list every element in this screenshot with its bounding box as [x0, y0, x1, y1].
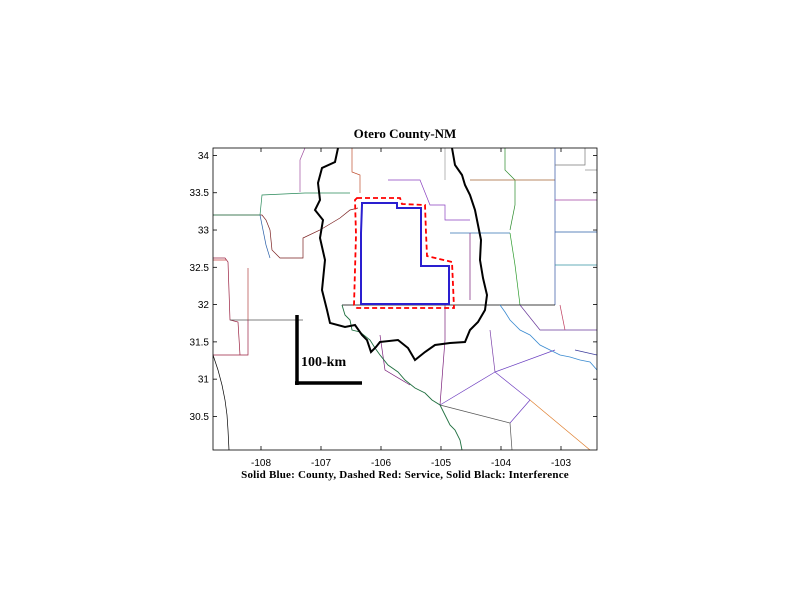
service-contour	[353, 197, 455, 309]
x-tick-label: -108	[251, 458, 271, 469]
international-border	[341, 304, 463, 450]
y-tick-label: 32.5	[190, 263, 210, 274]
scale-bar-label: 100-km	[301, 355, 346, 370]
county-boundary	[360, 202, 450, 305]
plot-frame	[212, 147, 598, 451]
x-axis: -108 -107 -106 -105 -104 -103	[251, 148, 571, 469]
y-tick-label: 31	[198, 375, 210, 386]
y-tick-label: 33.5	[190, 188, 210, 199]
y-tick-label: 31.5	[190, 337, 210, 348]
county-boundaries	[213, 148, 597, 450]
map-title: Otero County-NM	[353, 126, 457, 141]
map-content	[213, 148, 597, 450]
x-tick-label: -103	[551, 458, 571, 469]
x-tick-label: -107	[311, 458, 331, 469]
x-tick-label: -104	[491, 458, 511, 469]
x-tick-label: -105	[431, 458, 451, 469]
y-tick-label: 33	[198, 226, 210, 237]
y-axis: 34 33.5 33 32.5 32 31.5 31 30.5	[190, 151, 597, 423]
y-tick-label: 30.5	[190, 412, 210, 423]
y-tick-label: 32	[198, 300, 210, 311]
x-tick-label: -106	[371, 458, 391, 469]
y-tick-label: 34	[198, 151, 210, 162]
map-caption: Solid Blue: County, Dashed Red: Service,…	[241, 469, 569, 481]
interference-contour	[313, 148, 489, 362]
scale-bar: 100-km	[295, 315, 362, 385]
